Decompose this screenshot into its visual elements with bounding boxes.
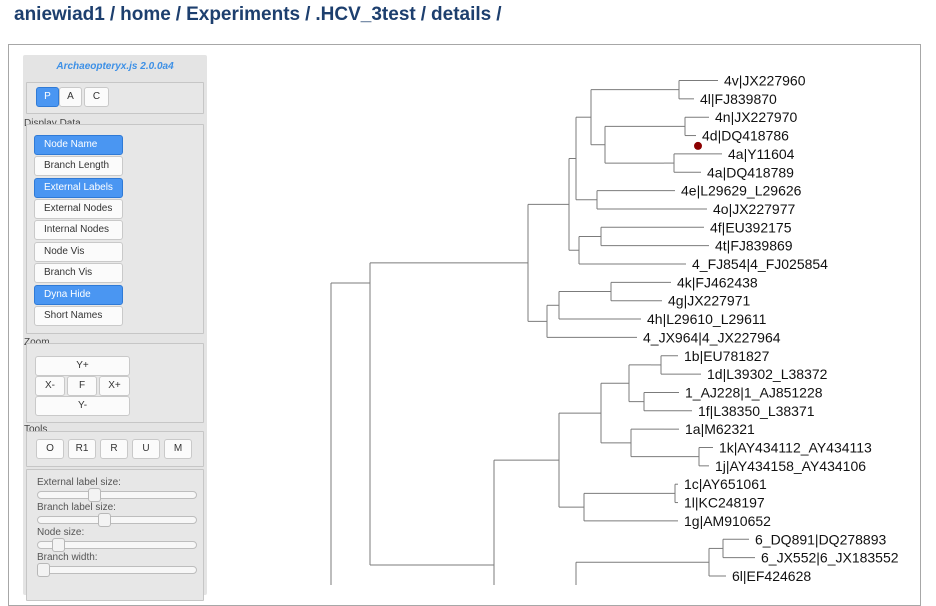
breadcrumb-separator: / (496, 4, 502, 25)
breadcrumb-home[interactable]: home (120, 4, 171, 25)
node-name-toggle[interactable]: Node Name (34, 135, 123, 155)
leaf-label[interactable]: 4o|JX227977 (713, 201, 795, 217)
breadcrumb-separator: / (420, 4, 427, 25)
leaf-label[interactable]: 6_DQ891|DQ278893 (755, 531, 886, 547)
tool-m-button[interactable]: M (164, 439, 192, 459)
branch-width-slider[interactable] (37, 563, 197, 577)
phylogenetic-tree[interactable]: 4v|JX227960 4l|FJ839870 4n|JX227970 4d|DQ41… (9, 45, 920, 585)
breadcrumb-details[interactable]: details (431, 4, 492, 25)
leaf-label[interactable]: 1k|AY434112_AY434113 (719, 440, 872, 456)
view-mode-group: P A C (26, 82, 204, 114)
leaf-label[interactable]: 1g|AM910652 (684, 513, 771, 529)
external-label-size-label: External label size: (37, 477, 121, 488)
view-mode-a-button[interactable]: A (59, 87, 82, 107)
leaf-label[interactable]: 4_JX964|4_JX227964 (643, 329, 781, 345)
leaf-label[interactable]: 1a|M62321 (685, 421, 755, 437)
dyna-hide-toggle[interactable]: Dyna Hide (34, 285, 123, 305)
leaf-label[interactable]: 4_FJ854|4_FJ025854 (692, 256, 828, 272)
external-labels-toggle[interactable]: External Labels (34, 178, 123, 198)
tools-group: O R1 R U M (26, 431, 204, 467)
control-panel: Archaeopteryx.js 2.0.0a4 P A C Display D… (23, 55, 207, 601)
leaf-label[interactable]: 4e|L29629_L29626 (681, 183, 802, 199)
branch-width-label: Branch width: (37, 552, 98, 563)
display-data-label: Display Data (24, 118, 81, 129)
external-label-size-slider[interactable] (37, 488, 197, 502)
leaf-label[interactable]: 1_AJ228|1_AJ851228 (685, 384, 823, 400)
leaf-label[interactable]: 4f|EU392175 (710, 219, 792, 235)
zoom-fit-button[interactable]: F (67, 376, 97, 396)
tools-label: Tools (24, 424, 48, 435)
zoom-x-minus-button[interactable]: X- (35, 376, 65, 396)
zoom-y-minus-button[interactable]: Y- (35, 396, 130, 416)
zoom-group: Y+ X- F X+ Y- (26, 343, 204, 423)
leaf-label[interactable]: 1l|KC248197 (684, 495, 765, 511)
short-names-toggle[interactable]: Short Names (34, 306, 123, 326)
breadcrumb-separator: / (109, 4, 116, 25)
slider-handle[interactable] (51, 538, 65, 552)
selected-node-marker[interactable] (694, 141, 702, 150)
view-mode-p-button[interactable]: P (36, 87, 59, 107)
leaf-label[interactable]: 6l|EF424628 (732, 568, 811, 584)
leaf-label[interactable]: 4n|JX227970 (715, 109, 797, 125)
breadcrumb: aniewiad1/home / Experiments / .HCV_3test / de… (14, 4, 507, 26)
breadcrumb-separator: / (175, 4, 182, 25)
node-size-slider[interactable] (37, 538, 197, 552)
tool-r1-button[interactable]: R1 (68, 439, 96, 459)
leaf-label[interactable]: 4k|FJ462438 (677, 274, 758, 290)
tree-viewer[interactable]: 4v|JX227960 4l|FJ839870 4n|JX227970 4d|DQ41… (8, 44, 921, 606)
branch-label-size-slider[interactable] (37, 513, 197, 527)
zoom-x-plus-button[interactable]: X+ (99, 376, 130, 396)
branch-label-size-label: Branch label size: (37, 502, 116, 513)
zoom-y-plus-button[interactable]: Y+ (35, 356, 130, 376)
slider-handle[interactable] (87, 488, 101, 502)
leaf-label[interactable]: 4d|DQ418786 (702, 128, 789, 144)
node-size-label: Node size: (37, 527, 85, 538)
leaf-label[interactable]: 1c|AY651061 (684, 476, 767, 492)
breadcrumb-experiments[interactable]: Experiments (186, 4, 301, 25)
leaf-label[interactable]: 1b|EU781827 (684, 348, 770, 364)
breadcrumb-separator: / (305, 4, 311, 25)
leaf-label[interactable]: 4a|DQ418789 (707, 164, 794, 180)
app-version-title: Archaeopteryx.js 2.0.0a4 (56, 61, 174, 72)
leaf-label[interactable]: 4t|FJ839869 (715, 238, 793, 254)
breadcrumb-user[interactable]: aniewiad1 (14, 4, 105, 25)
sliders-group: External label size: Branch label size: … (26, 469, 204, 601)
node-vis-toggle[interactable]: Node Vis (34, 242, 123, 262)
leaf-label[interactable]: 4g|JX227971 (668, 293, 750, 309)
internal-nodes-toggle[interactable]: Internal Nodes (34, 220, 123, 240)
leaf-label[interactable]: 6_JX552|6_JX183552 (761, 550, 899, 566)
tool-o-button[interactable]: O (36, 439, 64, 459)
leaf-label[interactable]: 4h|L29610_L29611 (647, 311, 767, 327)
leaf-label[interactable]: 1j|AY434158_AY434106 (715, 458, 866, 474)
slider-handle[interactable] (37, 563, 50, 577)
leaf-label[interactable]: 1f|L38350_L38371 (698, 403, 815, 419)
breadcrumb-experiment[interactable]: .HCV_3test (315, 4, 416, 25)
tool-r-button[interactable]: R (100, 439, 128, 459)
leaf-label[interactable]: 4a|Y11604 (728, 146, 795, 162)
external-nodes-toggle[interactable]: External Nodes (34, 199, 123, 219)
leaf-label[interactable]: 1d|L39302_L38372 (707, 366, 828, 382)
view-mode-c-button[interactable]: C (84, 87, 109, 107)
leaf-label[interactable]: 4v|JX227960 (724, 73, 806, 89)
zoom-label: Zoom (24, 337, 50, 348)
leaf-label[interactable]: 4l|FJ839870 (700, 91, 777, 107)
branch-vis-toggle[interactable]: Branch Vis (34, 263, 123, 283)
slider-handle[interactable] (97, 513, 111, 527)
branch-length-toggle[interactable]: Branch Length (34, 156, 123, 176)
tool-u-button[interactable]: U (132, 439, 160, 459)
display-data-group: Node Name Branch Length External Labels … (26, 124, 204, 334)
